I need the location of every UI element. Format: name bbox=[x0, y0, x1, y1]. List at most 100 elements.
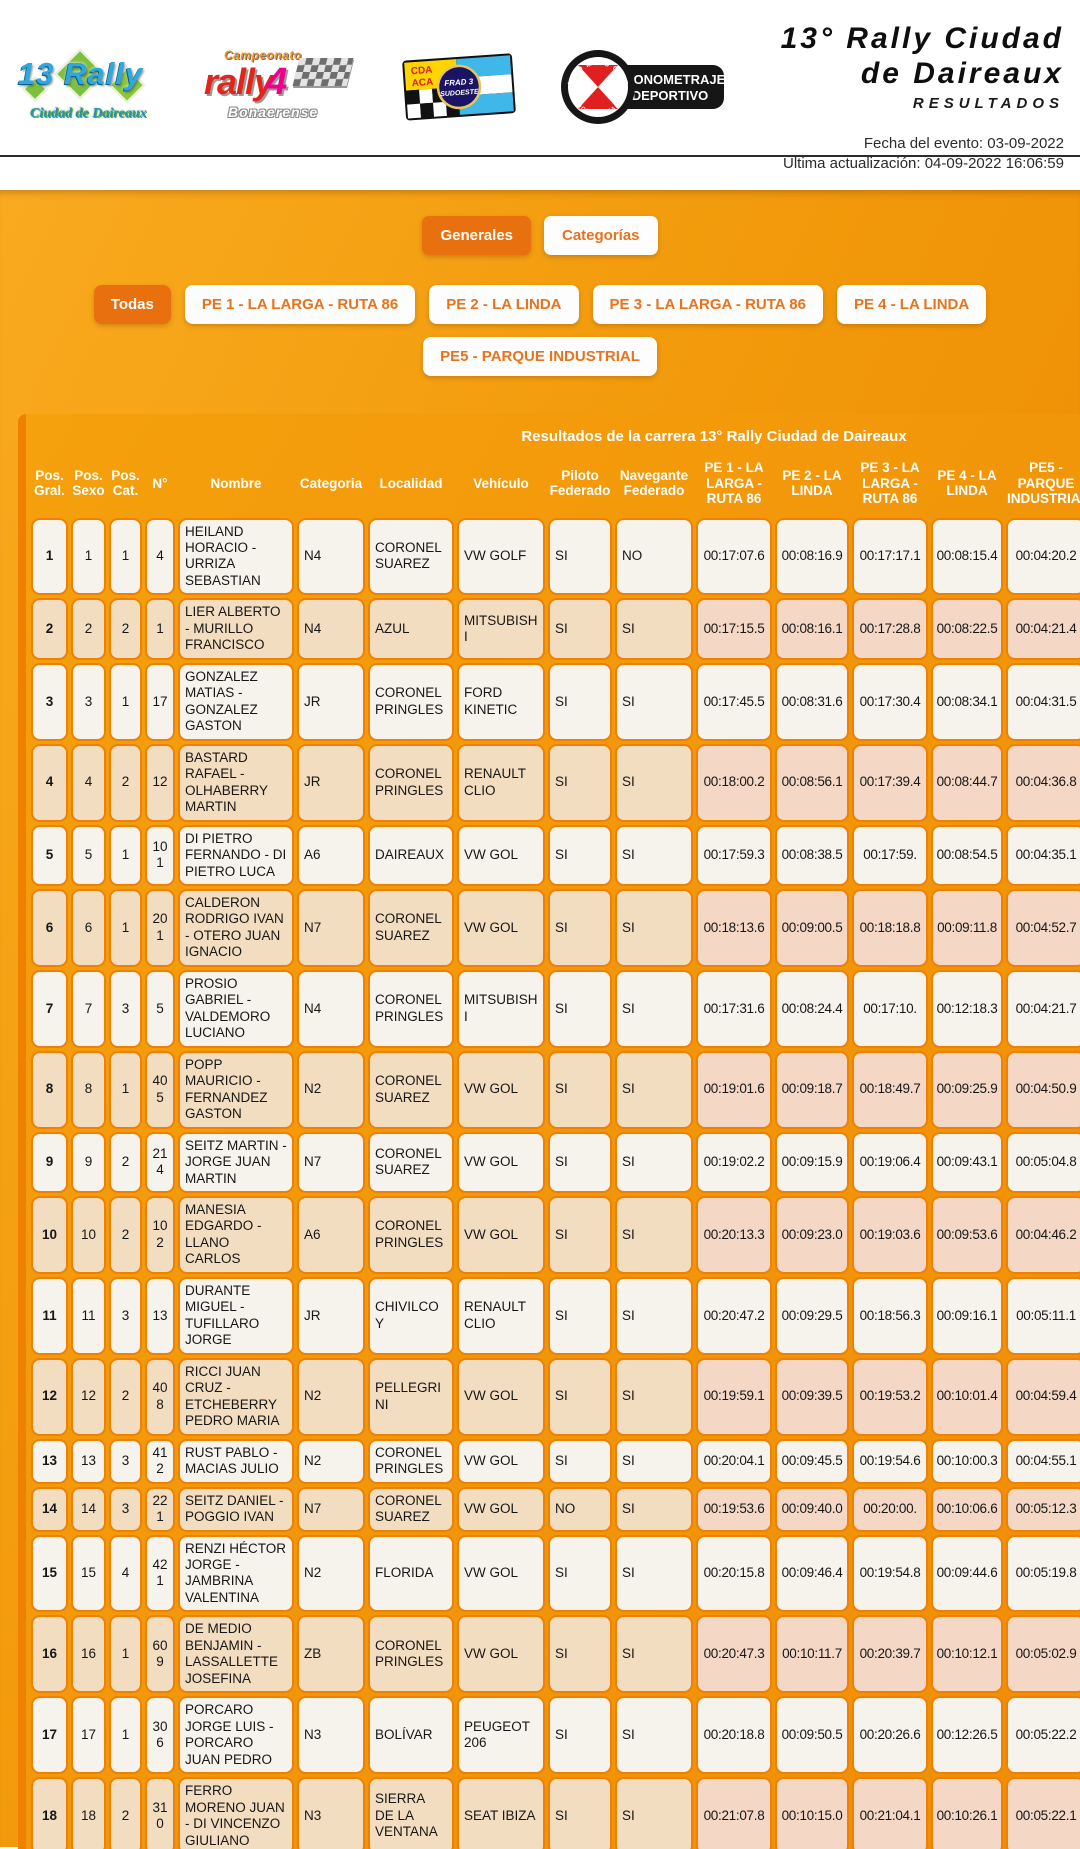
td-pos-gral: 5 bbox=[31, 824, 68, 886]
td-piloto-federado: SI bbox=[548, 1357, 612, 1436]
rally13-logo: 13 Rally Ciudad de Daireaux bbox=[18, 46, 170, 128]
td-categoria: N4 bbox=[297, 517, 365, 596]
td-numero: 408 bbox=[145, 1357, 175, 1436]
td-pe2: 00:08:56.1 bbox=[775, 743, 849, 822]
td-pe4: 00:09:44.6 bbox=[931, 1534, 1003, 1613]
td-navegante-federado: SI bbox=[615, 1357, 693, 1436]
td-piloto-federado: SI bbox=[548, 1131, 612, 1194]
td-vehiculo: VW GOLF bbox=[457, 517, 545, 596]
stage-filter-pe4[interactable]: PE 4 - LA LINDA bbox=[836, 285, 987, 324]
td-pos-cat: 2 bbox=[109, 1131, 142, 1194]
td-pos-cat: 1 bbox=[109, 517, 142, 596]
td-pe4: 00:08:54.5 bbox=[931, 824, 1003, 886]
td-vehiculo: SEAT IBIZA bbox=[457, 1777, 545, 1849]
td-piloto-federado: SI bbox=[548, 1534, 612, 1613]
td-localidad: BOLÍVAR bbox=[368, 1696, 454, 1775]
td-pos-cat: 1 bbox=[109, 824, 142, 886]
event-title-block: 13° Rally Ciudad de Daireaux RESULTADOS … bbox=[781, 22, 1064, 175]
td-nombre: DURANTE MIGUEL - TUFILLARO JORGE bbox=[178, 1276, 294, 1355]
td-pos-sexo: 9 bbox=[71, 1131, 106, 1194]
td-pos-gral: 10 bbox=[31, 1196, 68, 1274]
td-numero: 17 bbox=[145, 662, 175, 741]
results-title: Resultados de la carrera 13° Rally Ciuda… bbox=[521, 428, 907, 445]
td-pe1: 00:20:47.3 bbox=[696, 1615, 772, 1694]
event-title: 13° Rally Ciudad de Daireaux bbox=[781, 22, 1064, 91]
td-localidad: CORONEL PRINGLES bbox=[368, 1438, 454, 1484]
table-row: 11 11 3 13 DURANTE MIGUEL - TUFILLARO JO… bbox=[31, 1276, 1080, 1355]
bonaerense-main-text: rally4 bbox=[204, 57, 354, 104]
td-piloto-federado: SI bbox=[548, 1615, 612, 1694]
td-numero: 5 bbox=[145, 969, 175, 1048]
tab-categorias[interactable]: Categorías bbox=[544, 216, 658, 255]
td-pos-sexo: 3 bbox=[71, 662, 106, 741]
td-numero: 221 bbox=[145, 1486, 175, 1532]
td-localidad: PELLEGRINI bbox=[368, 1357, 454, 1436]
td-pe3: 00:20:00. bbox=[852, 1486, 928, 1532]
td-pe3: 00:20:26.6 bbox=[852, 1696, 928, 1775]
td-numero: 101 bbox=[145, 824, 175, 886]
td-numero: 102 bbox=[145, 1196, 175, 1274]
td-numero: 201 bbox=[145, 888, 175, 967]
td-pos-gral: 16 bbox=[31, 1615, 68, 1694]
td-localidad: CHIVILCOY bbox=[368, 1276, 454, 1355]
td-categoria: N7 bbox=[297, 888, 365, 967]
td-pos-gral: 7 bbox=[31, 969, 68, 1048]
cda-aca-flag-logo: CDA ACA FRAD 3 SUDOESTE bbox=[402, 52, 516, 120]
td-navegante-federado: SI bbox=[615, 1276, 693, 1355]
stage-filter-todas[interactable]: Todas bbox=[93, 285, 171, 324]
td-pe4: 00:08:34.1 bbox=[931, 662, 1003, 741]
rally13-logo-subtext: Ciudad de Daireaux bbox=[30, 105, 147, 121]
td-nombre: SEITZ MARTIN - JORGE JUAN MARTIN bbox=[178, 1131, 294, 1194]
cda-text: CDA bbox=[410, 64, 432, 76]
td-pe4: 00:09:43.1 bbox=[931, 1131, 1003, 1194]
td-numero: 306 bbox=[145, 1696, 175, 1775]
td-nombre: DE MEDIO BENJAMIN - LASSALLETTE JOSEFINA bbox=[178, 1615, 294, 1694]
table-row: 13 13 3 412 RUST PABLO - MACIAS JULIO N2… bbox=[31, 1438, 1080, 1484]
td-pe1: 00:17:31.6 bbox=[696, 969, 772, 1048]
table-row: 9 9 2 214 SEITZ MARTIN - JORGE JUAN MART… bbox=[31, 1131, 1080, 1194]
td-pe5: 00:04:46.2 bbox=[1006, 1196, 1080, 1274]
td-pe1: 00:20:18.8 bbox=[696, 1696, 772, 1775]
stage-filter-pe1[interactable]: PE 1 - LA LARGA - RUTA 86 bbox=[184, 285, 416, 324]
td-vehiculo: VW GOL bbox=[457, 1357, 545, 1436]
stage-filter-pe2[interactable]: PE 2 - LA LINDA bbox=[429, 285, 579, 324]
td-pe2: 00:09:00.5 bbox=[775, 888, 849, 967]
table-row: 18 18 2 310 FERRO MORENO JUAN - DI VINCE… bbox=[31, 1777, 1080, 1849]
td-pos-sexo: 14 bbox=[71, 1486, 106, 1532]
td-pe5: 00:04:20.2 bbox=[1006, 517, 1080, 596]
td-pe2: 00:09:29.5 bbox=[775, 1276, 849, 1355]
td-navegante-federado: SI bbox=[615, 1486, 693, 1532]
td-pe4: 00:10:06.6 bbox=[931, 1486, 1003, 1532]
td-pe5: 00:04:59.4 bbox=[1006, 1357, 1080, 1436]
aca-text: ACA bbox=[411, 76, 433, 88]
results-table: Pos. Gral. Pos. Sexo Pos. Cat. N° Nombre… bbox=[28, 449, 1080, 1849]
td-pe1: 00:17:59.3 bbox=[696, 824, 772, 886]
td-pe4: 00:08:15.4 bbox=[931, 517, 1003, 596]
td-pos-gral: 13 bbox=[31, 1438, 68, 1484]
td-nombre: RICCI JUAN CRUZ - ETCHEBERRY PEDRO MARIA bbox=[178, 1357, 294, 1436]
event-subtitle: RESULTADOS bbox=[912, 95, 1064, 112]
main-content: Generales Categorías Todas PE 1 - LA LAR… bbox=[0, 190, 1080, 1849]
td-navegante-federado: SI bbox=[615, 662, 693, 741]
td-pe2: 00:09:18.7 bbox=[775, 1050, 849, 1129]
td-nombre: FERRO MORENO JUAN - DI VINCENZO GIULIANO bbox=[178, 1777, 294, 1849]
td-pe5: 00:04:55.1 bbox=[1006, 1438, 1080, 1484]
td-pe1: 00:20:15.8 bbox=[696, 1534, 772, 1613]
td-nombre: DI PIETRO FERNANDO - DI PIETRO LUCA bbox=[178, 824, 294, 886]
td-navegante-federado: SI bbox=[615, 598, 693, 660]
td-pe1: 00:17:45.5 bbox=[696, 662, 772, 741]
td-pos-gral: 15 bbox=[31, 1534, 68, 1613]
td-pe5: 00:05:22.2 bbox=[1006, 1696, 1080, 1775]
td-pos-cat: 2 bbox=[109, 1196, 142, 1274]
td-pe2: 00:08:38.5 bbox=[775, 824, 849, 886]
td-pe5: 00:04:36.8 bbox=[1006, 743, 1080, 822]
td-vehiculo: RENAULT CLIO bbox=[457, 1276, 545, 1355]
tab-generales[interactable]: Generales bbox=[422, 216, 531, 255]
td-pe4: 00:10:00.3 bbox=[931, 1438, 1003, 1484]
stage-filter-pe3[interactable]: PE 3 - LA LARGA - RUTA 86 bbox=[592, 285, 823, 324]
col-pe1: PE 1 - LA LARGA - RUTA 86 bbox=[704, 460, 764, 507]
td-pe4: 00:12:18.3 bbox=[931, 969, 1003, 1048]
stage-filter-pe5[interactable]: PE5 - PARQUE INDUSTRIAL bbox=[423, 337, 657, 376]
td-localidad: CORONEL SUAREZ bbox=[368, 517, 454, 596]
td-pos-sexo: 12 bbox=[71, 1357, 106, 1436]
